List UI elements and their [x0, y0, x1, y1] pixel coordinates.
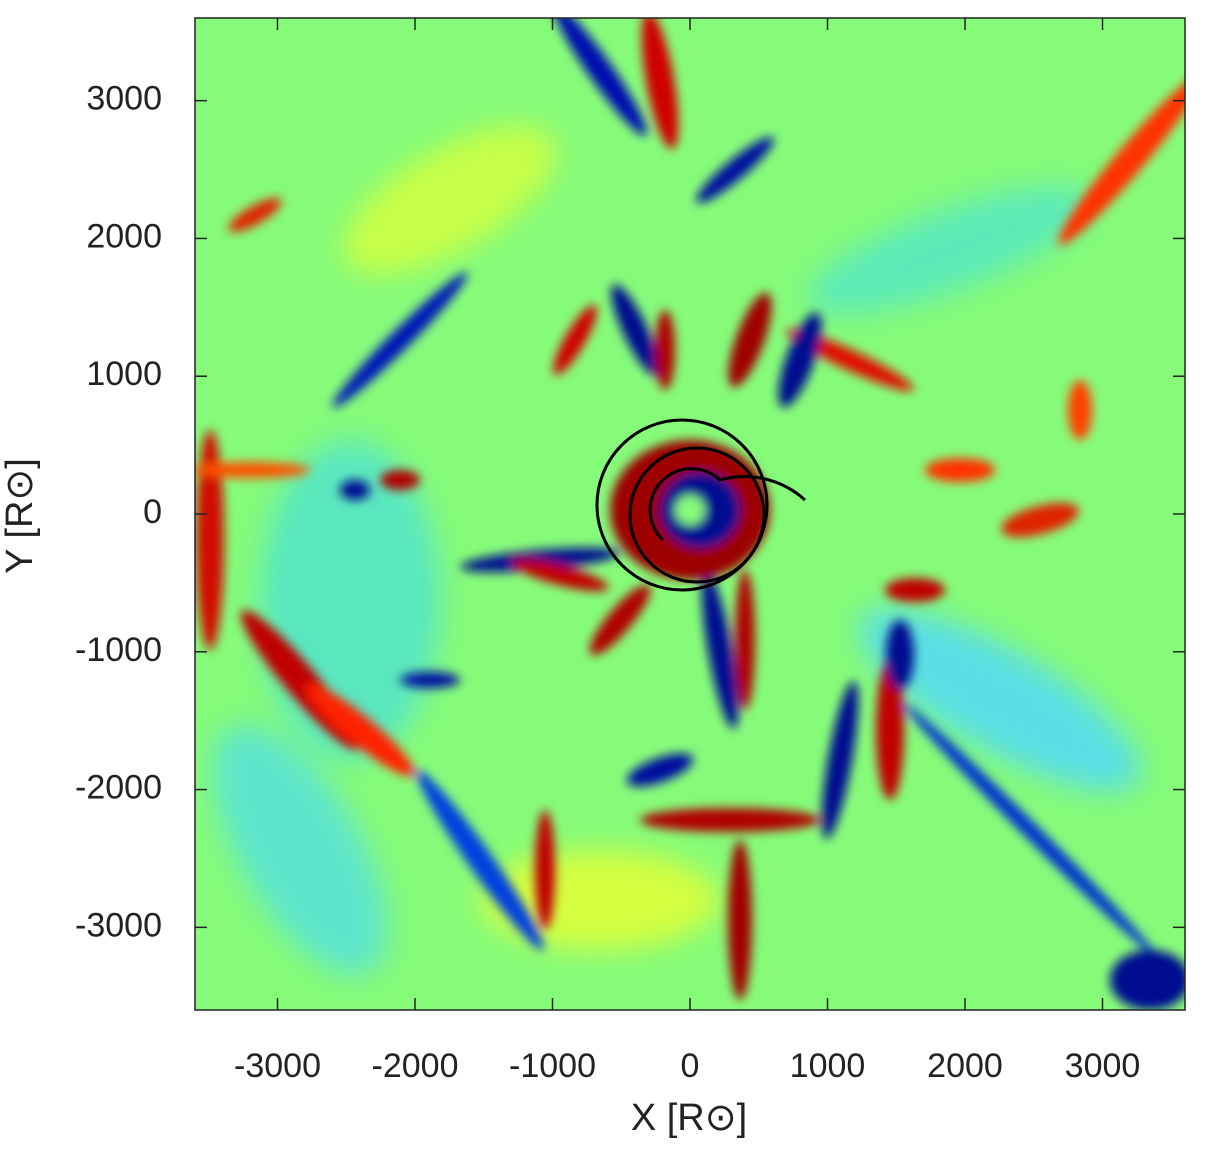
- x-tick-label: 3000: [1065, 1047, 1141, 1085]
- x-tick-label: 2000: [927, 1047, 1003, 1085]
- y-tick-label: 1000: [86, 355, 162, 393]
- y-tick-label: -3000: [75, 906, 162, 944]
- heatmap-field: [195, 18, 1185, 1010]
- y-tick-label: -1000: [75, 631, 162, 669]
- y-axis-title: Y [R⊙]: [0, 458, 41, 574]
- y-tick-label: 2000: [86, 217, 162, 255]
- x-tick-label: -3000: [234, 1047, 321, 1085]
- orbit-curves: [595, 418, 807, 592]
- x-tick-label: -2000: [372, 1047, 459, 1085]
- y-tick-label: -2000: [75, 769, 162, 807]
- x-tick-label: 1000: [790, 1047, 866, 1085]
- x-tick-label: -1000: [509, 1047, 596, 1085]
- x-axis-title: X [R⊙]: [631, 1097, 747, 1139]
- x-tick-label: 0: [681, 1047, 700, 1085]
- y-tick-label: 3000: [86, 80, 162, 118]
- y-tick-label: 0: [143, 493, 162, 531]
